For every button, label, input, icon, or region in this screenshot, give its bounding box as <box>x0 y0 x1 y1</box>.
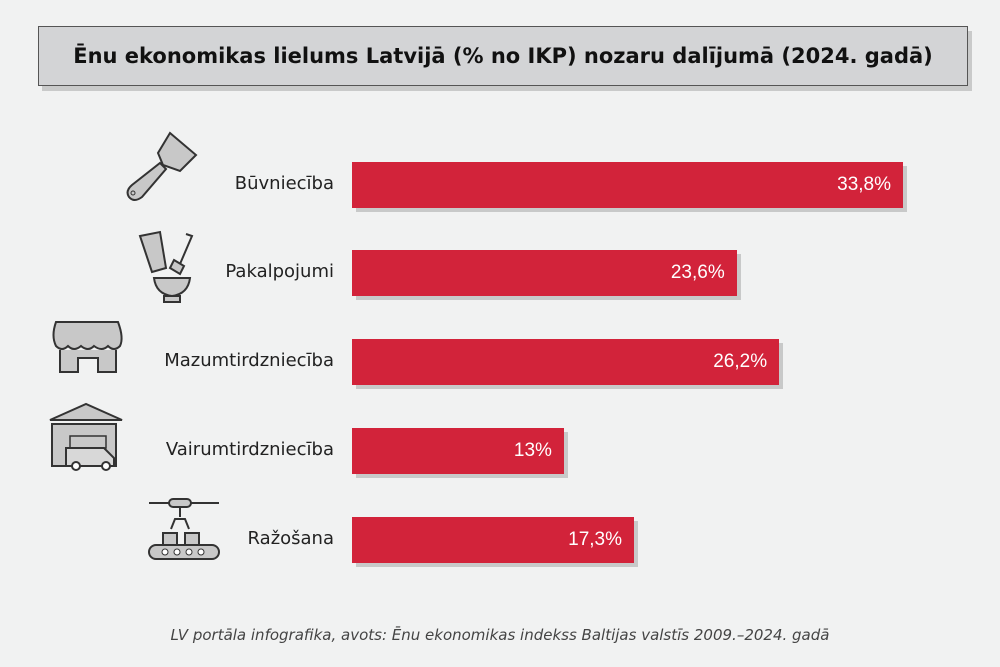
putty-knife-icon <box>118 125 208 219</box>
chart-title: Ēnu ekonomikas lielums Latvijā (% no IKP… <box>73 44 933 68</box>
warehouse-truck-icon <box>48 402 128 476</box>
category-label: Mazumtirdzniecība <box>164 350 334 371</box>
value-label: 33,8% <box>837 174 891 195</box>
category-label: Pakalpojumi <box>225 261 334 282</box>
value-label: 26,2% <box>713 351 768 372</box>
bar: 17,3% <box>352 517 635 563</box>
source-footer: LV portāla infografika, avots: Ēnu ekono… <box>170 626 830 644</box>
value-label: 23,6% <box>670 262 725 283</box>
category-label: Ražošana <box>247 528 334 549</box>
category-label: Būvniecība <box>234 173 334 194</box>
title-box: Ēnu ekonomikas lielums Latvijā (% no IKP… <box>38 26 968 86</box>
bar: 33,8% <box>352 162 903 208</box>
bar-row: Būvniecība 33,8% <box>0 162 1000 212</box>
bar: 26,2% <box>352 339 780 385</box>
value-label: 17,3% <box>568 529 623 550</box>
bar: 23,6% <box>352 250 737 296</box>
bar-row: Mazumtirdzniecība 26,2% <box>0 339 1000 389</box>
factory-conveyor-icon <box>145 497 225 571</box>
value-label: 13% <box>513 440 552 461</box>
bar-row: Vairumtirdzniecība 13% <box>0 428 1000 478</box>
bar-row: Ražošana 17,3% <box>0 517 1000 567</box>
bar-row: Pakalpojumi 23,6% <box>0 250 1000 300</box>
bar: 13% <box>352 428 564 474</box>
shop-icon <box>48 318 128 382</box>
category-label: Vairumtirdzniecība <box>165 439 334 460</box>
cosmetics-icon <box>134 228 214 312</box>
